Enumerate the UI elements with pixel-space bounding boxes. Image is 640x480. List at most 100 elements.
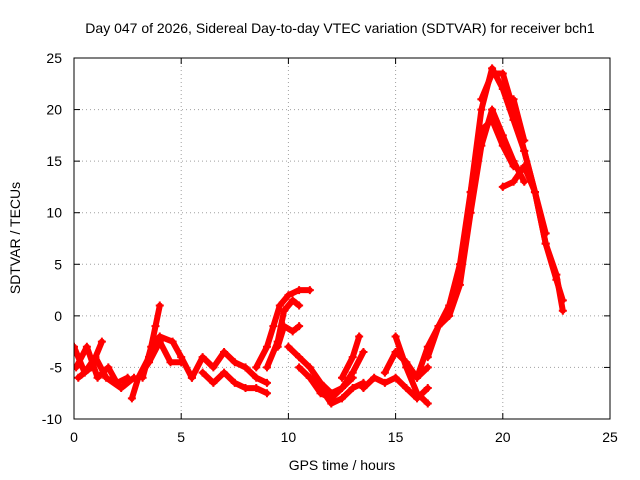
series-line <box>274 323 303 350</box>
data-point <box>338 384 346 393</box>
x-axis-label: GPS time / hours <box>289 457 396 473</box>
data-point <box>241 384 250 393</box>
data-point <box>295 353 304 362</box>
data-point <box>147 342 156 351</box>
y-tick-label: 15 <box>46 153 62 169</box>
data-point <box>168 337 177 346</box>
y-tick-label: 0 <box>54 308 62 324</box>
data-point <box>97 337 106 346</box>
data-point <box>530 188 539 197</box>
data-point <box>520 177 529 186</box>
data-point <box>316 384 325 393</box>
data-point <box>209 363 218 372</box>
series-track-15 <box>338 332 364 382</box>
x-tick-label: 5 <box>177 429 185 445</box>
data-point <box>488 115 497 124</box>
data-point <box>198 368 207 377</box>
data-point <box>520 146 529 155</box>
data-point <box>262 389 271 398</box>
data-point <box>477 105 486 114</box>
data-point <box>423 399 432 408</box>
data-point <box>230 378 239 387</box>
y-tick-label: 20 <box>46 102 62 118</box>
data-point <box>509 162 518 171</box>
data-point <box>355 332 364 341</box>
data-point <box>423 384 432 393</box>
y-tick-label: 25 <box>46 50 62 66</box>
data-point <box>305 363 314 372</box>
data-point <box>541 229 550 238</box>
x-tick-labels: 0 5 10 15 20 25 <box>70 429 618 445</box>
data-point <box>455 280 464 289</box>
data-point <box>509 95 518 104</box>
data-point <box>359 384 368 393</box>
y-tick-labels: -10 -5 0 5 10 15 20 25 <box>42 50 62 427</box>
data-point <box>252 363 261 372</box>
chart-title: Day 047 of 2026, Sidereal Day-to-day VTE… <box>85 20 595 36</box>
series-line <box>188 349 270 386</box>
data-point <box>488 69 497 78</box>
data-point <box>348 384 357 393</box>
data-point <box>338 373 346 382</box>
data-point <box>177 353 186 362</box>
series-track-14 <box>305 373 368 408</box>
y-axis-label: SDTVAR / TECUs <box>7 182 23 294</box>
data-point <box>220 347 229 356</box>
data-point <box>370 373 379 382</box>
data-point <box>155 301 164 310</box>
data-point <box>74 373 83 382</box>
data-point <box>477 126 486 135</box>
data-point <box>127 394 136 403</box>
data-point <box>380 378 389 387</box>
data-point <box>262 363 271 372</box>
data-point <box>273 342 282 351</box>
data-point <box>423 363 432 372</box>
series-line <box>392 333 431 407</box>
series-line <box>74 343 137 392</box>
data-point <box>348 353 357 362</box>
data-point <box>380 368 389 377</box>
data-point <box>558 306 567 315</box>
data-point <box>262 378 271 387</box>
data-point <box>295 322 304 331</box>
series-track-2 <box>74 342 132 387</box>
series-line <box>510 96 528 144</box>
x-tick-label: 20 <box>495 429 511 445</box>
data-point <box>209 378 218 387</box>
data-point <box>295 301 304 310</box>
series-track-3 <box>74 337 106 382</box>
data-point <box>151 322 160 331</box>
y-tick-label: 10 <box>46 205 62 221</box>
series-track-22 <box>477 69 567 305</box>
data-point <box>102 373 111 382</box>
series-line <box>424 106 528 361</box>
data-point <box>541 239 550 248</box>
data-point <box>187 373 196 382</box>
data-point <box>402 363 411 372</box>
data-point <box>445 311 454 320</box>
data-point <box>338 394 346 403</box>
data-point <box>488 105 497 114</box>
data-point <box>423 353 432 362</box>
data-point <box>498 69 507 78</box>
data-point <box>275 301 284 310</box>
data-point <box>305 286 314 295</box>
series-track-20 <box>423 105 529 362</box>
data-point <box>74 342 78 351</box>
gridlines <box>74 58 610 419</box>
x-tick-label: 15 <box>388 429 404 445</box>
series-track-8 <box>198 368 271 398</box>
data-point <box>230 358 239 367</box>
data-point <box>288 296 297 305</box>
data-point <box>391 373 400 382</box>
data-point <box>413 373 422 382</box>
data-point <box>262 342 271 351</box>
x-tick-label: 10 <box>281 429 297 445</box>
y-tick-label: -5 <box>50 359 63 375</box>
data-point <box>280 322 289 331</box>
data-point <box>288 327 297 336</box>
data-point <box>198 353 207 362</box>
series-track-21 <box>466 115 518 197</box>
data-point <box>305 373 314 382</box>
data-point <box>123 373 132 382</box>
